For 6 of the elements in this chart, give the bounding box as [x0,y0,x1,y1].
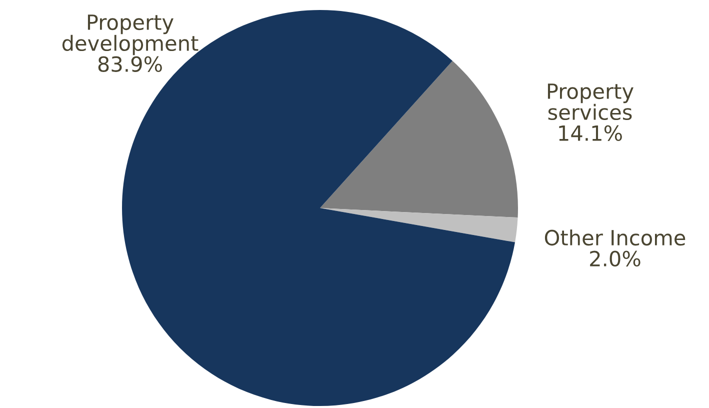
data-label: 83.9% [98,56,162,72]
data-label: 14.1% [559,125,622,141]
slice-label: Property services [548,84,634,120]
slice-label: Other Income [544,229,686,246]
data-label: 2.0% [590,250,640,267]
slice-label: Property development [62,14,198,56]
